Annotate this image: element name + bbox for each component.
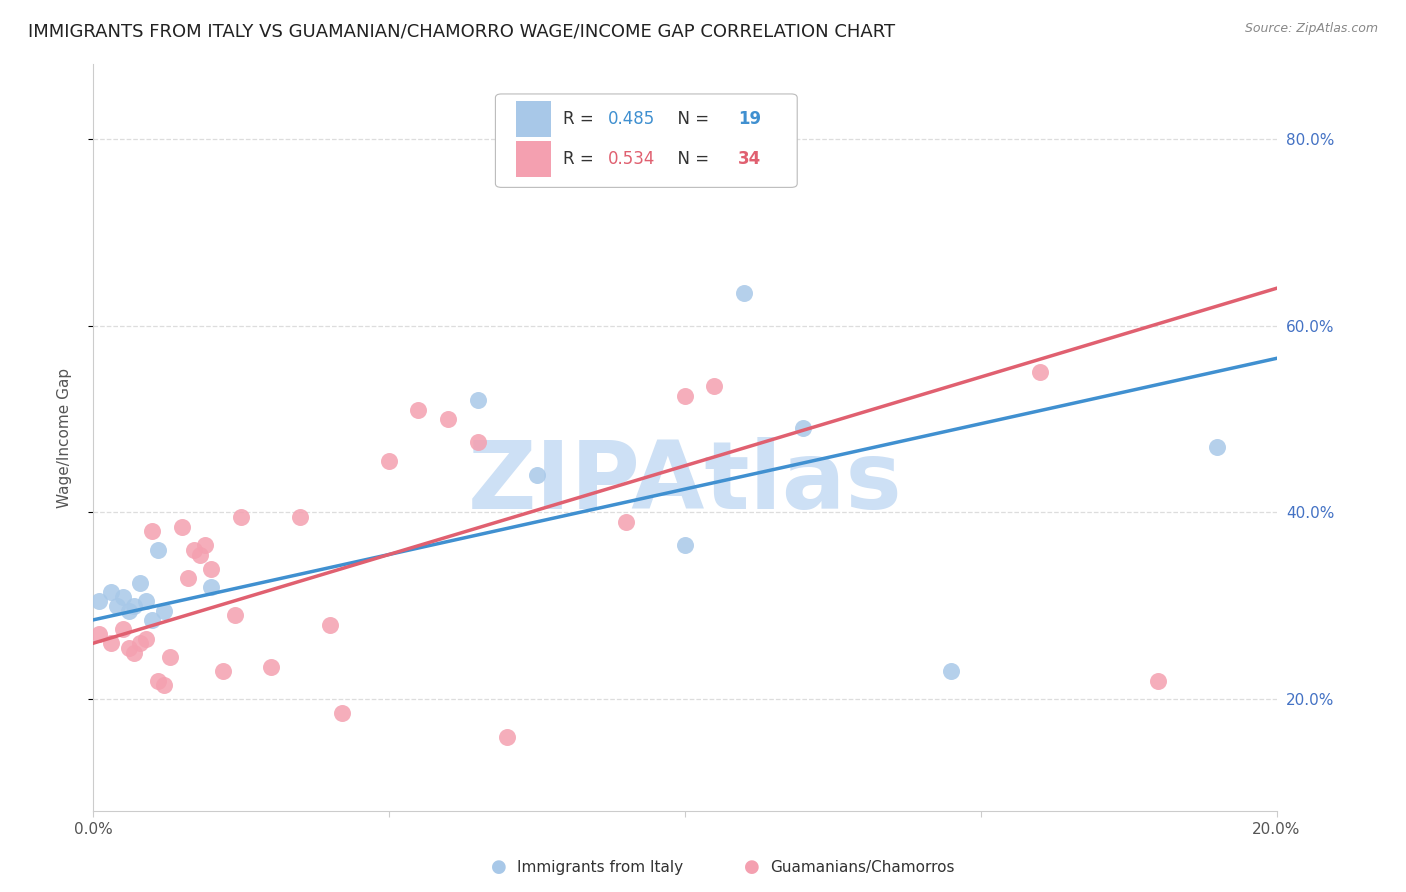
Point — [467, 393, 489, 408]
Point — [124, 646, 146, 660]
Text: N =: N = — [666, 150, 714, 168]
Text: N =: N = — [666, 110, 714, 128]
Point — [87, 627, 110, 641]
Point — [124, 599, 146, 613]
Point — [673, 538, 696, 552]
Point — [526, 468, 548, 483]
Point — [194, 538, 217, 552]
Point — [733, 285, 755, 300]
Point — [105, 599, 128, 613]
Text: 0.485: 0.485 — [607, 110, 655, 128]
Point — [1206, 440, 1229, 454]
Point — [170, 519, 193, 533]
Point — [111, 590, 134, 604]
Point — [224, 608, 246, 623]
Point — [87, 594, 110, 608]
Point — [437, 412, 460, 426]
Point — [703, 379, 725, 393]
Point — [408, 402, 430, 417]
Point — [1147, 673, 1170, 688]
Point — [792, 421, 814, 435]
Point — [330, 706, 353, 721]
Point — [939, 665, 962, 679]
Point — [673, 389, 696, 403]
Text: ●: ● — [491, 858, 508, 876]
Text: ●: ● — [744, 858, 761, 876]
Point — [188, 548, 211, 562]
Point — [378, 454, 401, 468]
Point — [614, 515, 637, 529]
Point — [141, 613, 163, 627]
Point — [159, 650, 181, 665]
Point — [319, 617, 342, 632]
FancyBboxPatch shape — [495, 94, 797, 187]
Text: Immigrants from Italy: Immigrants from Italy — [517, 860, 683, 874]
Text: Source: ZipAtlas.com: Source: ZipAtlas.com — [1244, 22, 1378, 36]
Text: 0.534: 0.534 — [607, 150, 655, 168]
Point — [111, 622, 134, 636]
Bar — [516, 141, 551, 177]
Text: ZIPAtlas: ZIPAtlas — [467, 436, 903, 529]
Point — [200, 580, 222, 594]
Point — [259, 659, 281, 673]
Point — [135, 632, 157, 646]
Point — [117, 640, 139, 655]
Point — [288, 510, 311, 524]
Point — [129, 636, 152, 650]
Point — [496, 730, 519, 744]
Point — [467, 435, 489, 450]
Point — [100, 636, 122, 650]
Point — [141, 524, 163, 538]
Text: 34: 34 — [738, 150, 761, 168]
Point — [212, 665, 235, 679]
Point — [117, 604, 139, 618]
Point — [176, 571, 198, 585]
Text: IMMIGRANTS FROM ITALY VS GUAMANIAN/CHAMORRO WAGE/INCOME GAP CORRELATION CHART: IMMIGRANTS FROM ITALY VS GUAMANIAN/CHAMO… — [28, 22, 896, 40]
Text: Guamanians/Chamorros: Guamanians/Chamorros — [770, 860, 955, 874]
Point — [153, 678, 176, 692]
Point — [1029, 365, 1052, 379]
Text: R =: R = — [562, 150, 599, 168]
Point — [146, 542, 169, 557]
Point — [129, 575, 152, 590]
Point — [200, 561, 222, 575]
Point — [146, 673, 169, 688]
Point — [100, 585, 122, 599]
Bar — [516, 101, 551, 136]
Y-axis label: Wage/Income Gap: Wage/Income Gap — [58, 368, 72, 508]
Text: R =: R = — [562, 110, 599, 128]
Point — [135, 594, 157, 608]
Point — [229, 510, 252, 524]
Text: 19: 19 — [738, 110, 761, 128]
Point — [153, 604, 176, 618]
Point — [183, 542, 205, 557]
